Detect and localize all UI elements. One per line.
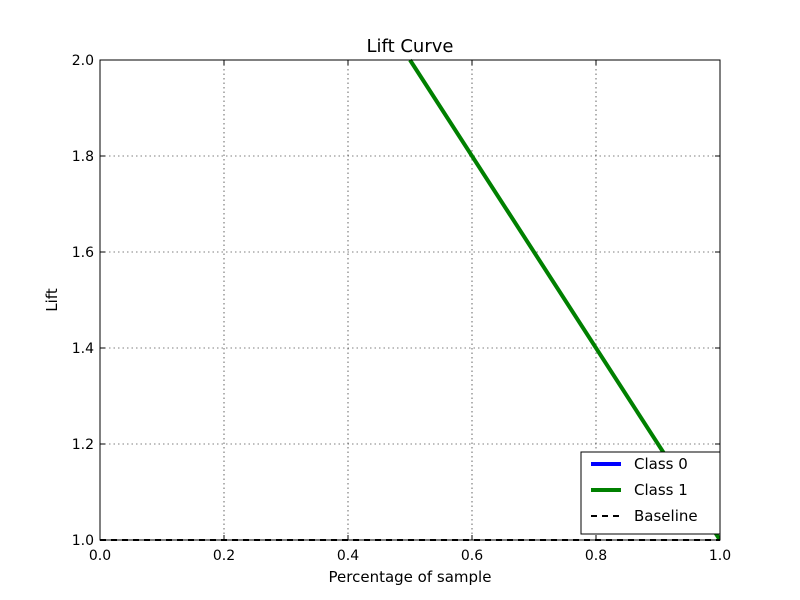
x-tick-label: 0.0 <box>89 548 111 564</box>
legend-label: Class 0 <box>634 455 688 473</box>
x-tick-label: 0.2 <box>213 548 235 564</box>
grid-lines <box>100 60 720 540</box>
legend-label: Class 1 <box>634 481 688 499</box>
x-tick-label: 0.4 <box>337 548 359 564</box>
y-tick-label: 1.6 <box>72 245 94 261</box>
y-axis-title: Lift <box>43 288 61 312</box>
legend-label: Baseline <box>634 507 698 525</box>
x-tick-label: 0.6 <box>461 548 483 564</box>
x-tick-label: 1.0 <box>709 548 731 564</box>
plot-frame <box>99 59 721 541</box>
y-tick-label: 2.0 <box>72 53 94 69</box>
y-tick-label: 1.8 <box>72 149 94 165</box>
legend: Class 0 Class 1 Baseline <box>580 451 721 535</box>
y-tick-label: 1.2 <box>72 437 94 453</box>
chart-title: Lift Curve <box>367 36 454 57</box>
x-axis-title: Percentage of sample <box>329 568 492 586</box>
x-tick-label: 0.8 <box>585 548 607 564</box>
axis-ticks: 0.0 0.2 0.4 0.6 0.8 1.0 1.0 1.2 1.4 1.6 1.8 2.0 <box>72 53 731 564</box>
y-tick-label: 1.0 <box>72 533 94 549</box>
y-tick-label: 1.4 <box>72 341 94 357</box>
